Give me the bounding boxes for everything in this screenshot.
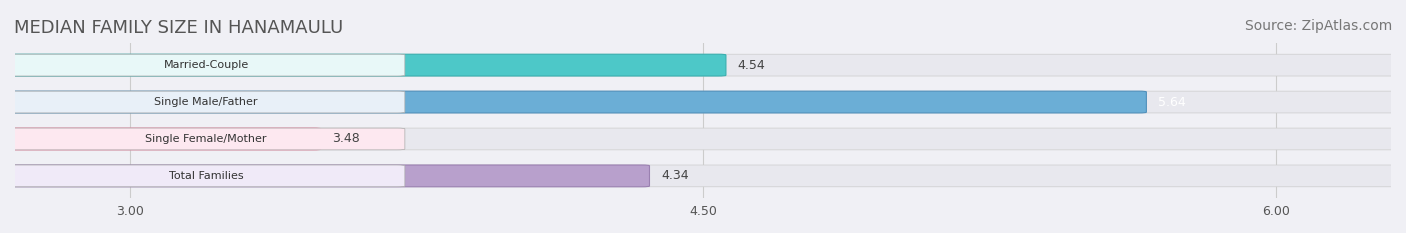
Text: Single Male/Father: Single Male/Father — [155, 97, 257, 107]
FancyBboxPatch shape — [7, 128, 1399, 150]
FancyBboxPatch shape — [7, 128, 405, 150]
Text: Married-Couple: Married-Couple — [163, 60, 249, 70]
Text: 4.34: 4.34 — [661, 169, 689, 182]
FancyBboxPatch shape — [7, 91, 405, 113]
Text: MEDIAN FAMILY SIZE IN HANAMAULU: MEDIAN FAMILY SIZE IN HANAMAULU — [14, 19, 343, 37]
FancyBboxPatch shape — [7, 54, 1399, 76]
Text: 5.64: 5.64 — [1159, 96, 1185, 109]
FancyBboxPatch shape — [7, 91, 1146, 113]
FancyBboxPatch shape — [7, 91, 1399, 113]
FancyBboxPatch shape — [7, 165, 405, 187]
FancyBboxPatch shape — [7, 54, 725, 76]
FancyBboxPatch shape — [7, 165, 650, 187]
Text: Single Female/Mother: Single Female/Mother — [145, 134, 267, 144]
FancyBboxPatch shape — [7, 54, 405, 76]
Text: Total Families: Total Families — [169, 171, 243, 181]
Text: 3.48: 3.48 — [332, 133, 360, 145]
Text: Source: ZipAtlas.com: Source: ZipAtlas.com — [1244, 19, 1392, 33]
Text: 4.54: 4.54 — [737, 59, 765, 72]
FancyBboxPatch shape — [7, 128, 321, 150]
FancyBboxPatch shape — [7, 165, 1399, 187]
